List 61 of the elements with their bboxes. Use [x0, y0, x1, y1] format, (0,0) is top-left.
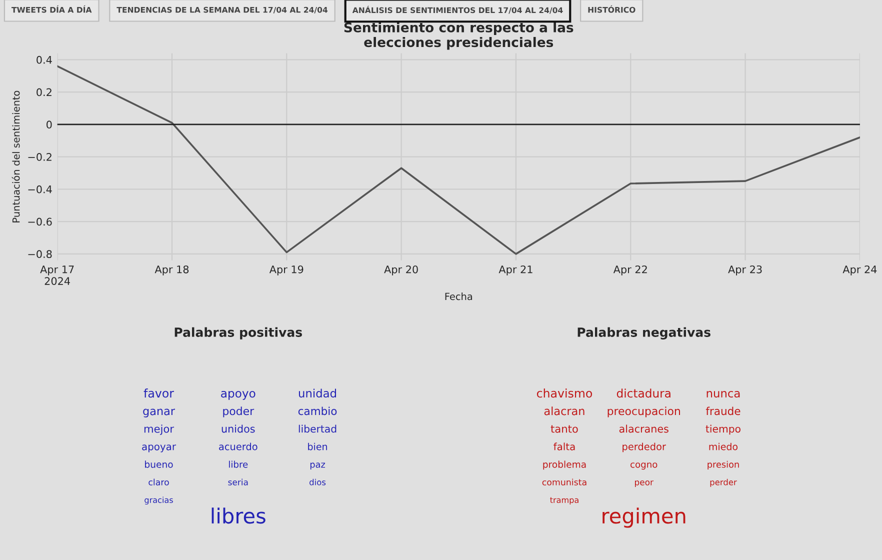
- text: unidos: [222, 424, 255, 433]
- text: poder: [223, 406, 254, 418]
- y-tick-label: −0.6: [28, 218, 52, 226]
- text: unidad: [298, 388, 336, 398]
- text: cambio: [298, 406, 337, 416]
- text: perdedor: [622, 442, 666, 452]
- text: bueno: [145, 460, 173, 468]
- text: mejor: [144, 424, 174, 435]
- text: gracias: [144, 496, 173, 505]
- text: peor: [635, 480, 654, 488]
- text: paz: [310, 462, 326, 470]
- text: falta: [554, 442, 575, 450]
- x-tick-label: Apr 21: [498, 265, 532, 276]
- y-tick-label: 0: [46, 120, 52, 129]
- text: claro: [148, 478, 169, 486]
- text: ganar: [143, 408, 175, 418]
- text: libres: [212, 508, 266, 524]
- text: tiempo: [706, 424, 740, 435]
- text: preocupacion: [608, 406, 680, 418]
- text: libertad: [298, 424, 336, 433]
- text: fraude: [706, 406, 740, 416]
- line-series: [57, 65, 860, 255]
- text: apoyar: [142, 444, 176, 452]
- chart-title: Sentimiento con respecto a las elecciones presidenciales: [344, 22, 574, 50]
- text: problema: [543, 460, 586, 470]
- x-tick-label: Apr 22: [613, 265, 647, 276]
- x-tick-label: Apr 17 2024: [40, 266, 74, 285]
- text: miedo: [709, 442, 738, 450]
- text: alacranes: [619, 424, 668, 433]
- text: libre: [229, 460, 248, 468]
- x-tick-label: Apr 18: [154, 265, 189, 276]
- text: perder: [710, 478, 737, 487]
- y-tick-label: −0.8: [28, 250, 52, 258]
- text: comunista: [542, 478, 586, 486]
- text: trampa: [550, 497, 578, 505]
- x-tick-label: Apr 24: [842, 265, 877, 276]
- text: presion: [708, 460, 739, 470]
- text: dictadura: [616, 388, 670, 398]
- text: seria: [228, 478, 248, 486]
- text: cogno: [630, 462, 658, 470]
- x-tick-label: Apr 23: [728, 265, 762, 276]
- text: apoyo: [221, 390, 256, 400]
- text: nunca: [706, 391, 740, 398]
- y-tick-label: −0.2: [28, 153, 52, 161]
- text: bien: [308, 442, 327, 450]
- x-tick-label: Apr 20: [384, 265, 418, 276]
- text: alacran: [544, 406, 584, 416]
- text: Palabras negativas: [578, 327, 710, 340]
- text: tanto: [550, 425, 578, 433]
- text: regimen: [602, 508, 686, 528]
- text: dios: [310, 478, 326, 486]
- x-axis-title: Fecha: [445, 292, 472, 300]
- y-axis-title: Puntuación del sentimiento: [12, 90, 20, 222]
- text: chavismo: [536, 388, 592, 398]
- text: acuerdo: [219, 442, 258, 450]
- y-tick-label: 0.2: [36, 88, 52, 96]
- text: Palabras positivas: [174, 327, 302, 340]
- y-tick-label: 0.4: [36, 56, 52, 64]
- y-tick-label: −0.4: [28, 185, 52, 194]
- x-tick-label: Apr 19: [269, 265, 304, 276]
- text: favor: [144, 388, 174, 398]
